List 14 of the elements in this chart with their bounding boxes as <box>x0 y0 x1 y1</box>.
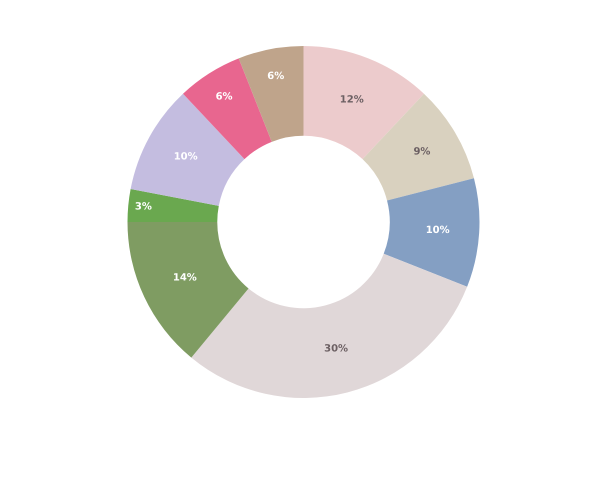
data-label: 30% <box>324 344 348 354</box>
data-label: 10% <box>174 152 198 163</box>
data-label: 14% <box>172 272 197 284</box>
donut-slice <box>362 94 474 201</box>
data-label: 10% <box>426 224 450 236</box>
donut-slice <box>128 189 219 222</box>
data-label: 12% <box>340 94 364 106</box>
donut-slice <box>128 222 249 358</box>
data-label: 6% <box>267 70 284 82</box>
donut-slice <box>238 46 304 142</box>
data-label: 3% <box>134 201 152 212</box>
donut-slice <box>384 178 480 287</box>
data-label: 6% <box>216 91 233 102</box>
data-label: 9% <box>413 146 430 158</box>
